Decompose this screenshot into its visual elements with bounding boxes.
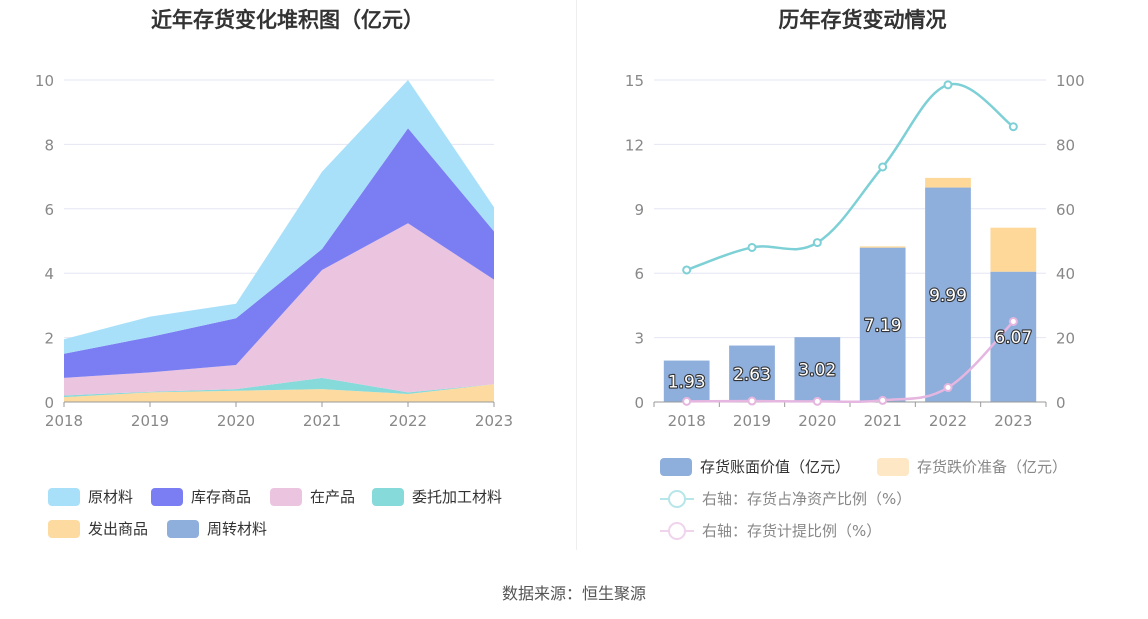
y-tick-label: 6 [44, 201, 54, 219]
legend-item-ratio-line[interactable]: 右轴：存货占净资产比例（%） [660, 488, 911, 509]
legend-swatch [151, 487, 183, 506]
legend-swatch [270, 487, 302, 506]
legend-label: 存货账面价值（亿元） [700, 458, 851, 476]
provision-line [686, 320, 1015, 404]
legend-item-provision-line[interactable]: 右轴：存货计提比例（%） [660, 520, 881, 541]
area-series [64, 377, 494, 398]
y-tick-label: 0 [44, 394, 54, 412]
legend-swatch [372, 487, 404, 506]
x-tick-label: 2021 [864, 412, 902, 430]
bar-book-value [794, 337, 841, 402]
provision-line-point [878, 395, 888, 405]
area-series [64, 223, 494, 396]
x-tick-label: 2018 [45, 412, 83, 430]
area-series [64, 80, 494, 354]
provision-line-point [682, 396, 692, 406]
x-tick-label: 2022 [929, 412, 967, 430]
bar-data-label: 3.02 [798, 361, 836, 381]
x-tick-label: 2018 [668, 412, 706, 430]
x-tick-label: 2022 [389, 412, 427, 430]
bar-impairment [859, 246, 906, 248]
legend-swatch [48, 487, 80, 506]
bar-data-label: 2.63 [733, 365, 771, 385]
legend-line-swatch [660, 521, 694, 541]
legend-label: 库存商品 [191, 488, 252, 506]
y-tick-label: 10 [35, 72, 54, 90]
x-tick-label: 2020 [217, 412, 255, 430]
bar-impairment [925, 177, 971, 188]
y2-tick-label: 60 [1056, 201, 1075, 219]
legend-item-wip[interactable]: 在产品 [270, 486, 355, 507]
legend-swatch [877, 457, 909, 476]
y2-tick-label: 20 [1056, 330, 1075, 348]
ratio-line-point [747, 242, 757, 252]
legend-item-dispatched[interactable]: 发出商品 [48, 518, 148, 539]
x-tick-label: 2023 [475, 412, 513, 430]
stacked-area-chart: 0 2 4 6 8 10 2018 2019 2020 2021 2022 2023 [35, 72, 513, 430]
x-tick-label: 2023 [994, 412, 1032, 430]
area-series [64, 384, 494, 402]
legend-item-turnover[interactable]: 周转材料 [167, 518, 267, 539]
x-tick-label: 2021 [303, 412, 341, 430]
bar-book-value [990, 271, 1037, 402]
y-tick-label: 8 [44, 136, 54, 154]
area-series [64, 128, 494, 378]
y-tick-label: 2 [44, 330, 54, 348]
ratio-line-point [812, 238, 822, 248]
bar-data-label: 9.99 [929, 286, 967, 306]
y2-tick-label: 40 [1056, 265, 1075, 283]
right-chart-title: 历年存货变动情况 [778, 8, 947, 32]
legend-line-swatch [660, 489, 694, 509]
y-tick-label: 15 [625, 72, 644, 90]
y-tick-label: 3 [634, 330, 644, 348]
bar-book-value [859, 247, 906, 402]
provision-line-point [943, 383, 953, 393]
y2-tick-label: 100 [1056, 72, 1085, 90]
legend-label: 在产品 [310, 488, 356, 506]
panel-divider [576, 0, 577, 550]
legend-label: 委托加工材料 [412, 488, 503, 506]
stacked-bar-line-chart: 0 3 6 9 12 15 0 20 40 60 80 100 2018 2019 2020 2021 2022… [625, 72, 1085, 430]
legend-item-impairment[interactable]: 存货跌价准备（亿元） [877, 456, 1067, 477]
y-tick-label: 9 [634, 201, 644, 219]
provision-line-point [1008, 317, 1018, 326]
ratio-line-point [878, 162, 888, 172]
bar-book-value [663, 360, 710, 402]
bar-data-label: 1.93 [668, 372, 706, 392]
legend-item-raw-materials[interactable]: 原材料 [48, 486, 133, 507]
legend-label: 发出商品 [88, 520, 149, 538]
x-tick-label: 2019 [131, 412, 169, 430]
legend-label: 右轴：存货计提比例（%） [702, 522, 882, 540]
legend-swatch [48, 519, 80, 538]
bar-book-value [729, 345, 775, 402]
legend-item-book-value[interactable]: 存货账面价值（亿元） [660, 456, 850, 477]
bar-book-value [925, 187, 971, 402]
legend-swatch [167, 519, 199, 538]
legend-label: 右轴：存货占净资产比例（%） [702, 490, 912, 508]
legend-swatch [660, 457, 692, 476]
x-tick-label: 2019 [733, 412, 771, 430]
y-tick-label: 12 [625, 136, 644, 154]
y-tick-label: 6 [634, 265, 644, 283]
ratio-line-point [1008, 122, 1018, 132]
data-source: 数据来源：恒生聚源 [501, 584, 646, 603]
bar-data-label: 6.07 [994, 328, 1032, 348]
y2-tick-label: 0 [1056, 394, 1066, 412]
bar-impairment [990, 227, 1037, 272]
y2-tick-label: 80 [1056, 136, 1075, 154]
left-chart-title: 近年存货变化堆积图（亿元） [151, 8, 424, 32]
legend-item-finished-goods[interactable]: 库存商品 [151, 486, 251, 507]
y-tick-label: 4 [44, 265, 54, 283]
legend-item-consigned[interactable]: 委托加工材料 [372, 486, 502, 507]
x-tick-label: 2020 [798, 412, 836, 430]
legend-label: 原材料 [88, 488, 134, 506]
ratio-line-point [943, 80, 953, 90]
provision-line-point [747, 396, 757, 406]
bar-data-label: 7.19 [864, 316, 902, 336]
legend-label: 周转材料 [207, 520, 268, 538]
ratio-line-point [682, 265, 692, 275]
provision-line-point [812, 396, 822, 406]
legend-label: 存货跌价准备（亿元） [917, 458, 1068, 476]
y-tick-label: 0 [634, 394, 644, 412]
